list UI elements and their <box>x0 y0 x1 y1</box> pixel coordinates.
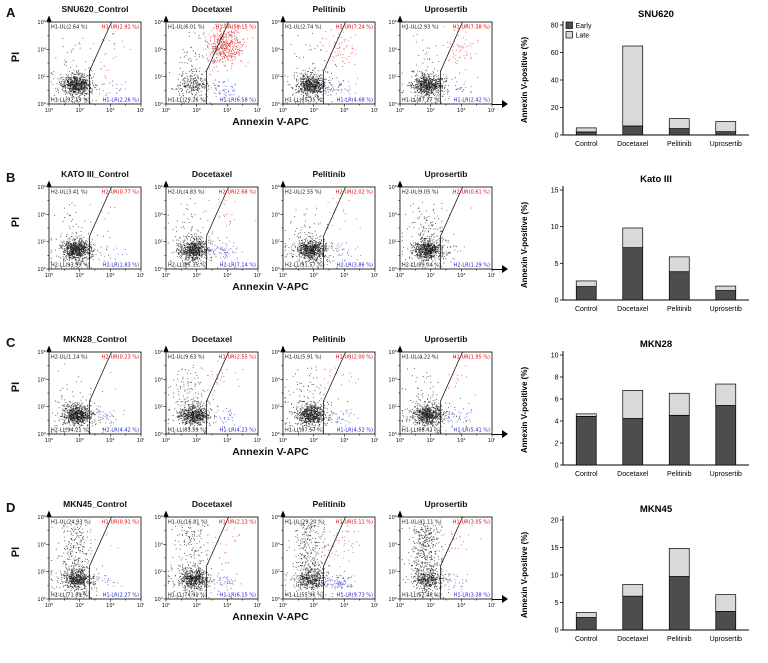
scatter-plot-title: Pelitinib <box>312 4 346 14</box>
panel-letter: D <box>6 500 16 515</box>
scatter-plot-title: MKN28_Control <box>63 334 127 344</box>
flow-scatter-plot: MKN45_Control <box>32 498 144 610</box>
scatter-plot-title: Docetaxel <box>191 4 233 14</box>
x-axis-arrow-head <box>502 265 508 273</box>
scatter-canvas <box>383 180 495 280</box>
panel-letter: C <box>6 335 16 350</box>
flow-scatter-plot: Uprosertib <box>383 333 495 445</box>
scatter-plot-strip: MKN45_Control Docetaxel Pelitinib Uprose… <box>32 498 495 610</box>
scatter-plot-group: MKN28_Control Docetaxel Pelitinib Uprose… <box>32 333 508 458</box>
scatter-plot-strip: MKN28_Control Docetaxel Pelitinib Uprose… <box>32 333 495 445</box>
x-axis-arrow-head <box>502 595 508 603</box>
bar-chart <box>517 500 755 658</box>
figure-panel-row: C PI MKN28_Control Docetaxel Pelitinib U… <box>0 333 768 498</box>
bar-chart-canvas <box>517 5 755 163</box>
y-axis-label-pi: PI <box>10 546 22 558</box>
x-axis-label: Annexin V-APC <box>232 446 309 458</box>
scatter-canvas <box>383 345 495 445</box>
scatter-plot-title: Pelitinib <box>312 169 346 179</box>
scatter-canvas <box>266 180 378 280</box>
bar-chart-canvas <box>517 500 755 658</box>
scatter-plot-title: Uprosertib <box>424 169 468 179</box>
flow-scatter-plot: Uprosertib <box>383 3 495 115</box>
scatter-plot-title: Pelitinib <box>312 499 346 509</box>
x-axis-arrow-head <box>502 430 508 438</box>
y-axis-label-pi: PI <box>10 216 22 228</box>
scatter-canvas <box>32 15 144 115</box>
x-axis-arrow-icon <box>492 265 508 273</box>
figure-panel-row: A PI SNU620_Control Docetaxel Pelitinib … <box>0 3 768 168</box>
x-axis-arrow-icon <box>492 595 508 603</box>
scatter-plot-title: Pelitinib <box>312 334 346 344</box>
scatter-canvas <box>383 510 495 610</box>
scatter-canvas <box>266 15 378 115</box>
scatter-canvas <box>149 345 261 445</box>
flow-scatter-plot: Pelitinib <box>266 333 378 445</box>
panel-letter: A <box>6 5 16 20</box>
scatter-canvas <box>149 15 261 115</box>
bar-chart <box>517 170 755 328</box>
figure-panel-row: B PI KATO III_Control Docetaxel Pelitini… <box>0 168 768 333</box>
flow-scatter-plot: Docetaxel <box>149 3 261 115</box>
x-axis-arrow-line <box>492 268 503 270</box>
x-axis-label: Annexin V-APC <box>232 116 309 128</box>
flow-scatter-plot: Uprosertib <box>383 498 495 610</box>
scatter-canvas <box>149 180 261 280</box>
x-axis-arrow-line <box>492 433 503 435</box>
flow-scatter-plot: SNU620_Control <box>32 3 144 115</box>
x-axis-label: Annexin V-APC <box>232 611 309 623</box>
flow-scatter-plot: Pelitinib <box>266 498 378 610</box>
scatter-plot-strip: SNU620_Control Docetaxel Pelitinib Upros… <box>32 3 495 115</box>
scatter-plot-title: KATO III_Control <box>61 169 129 179</box>
flow-scatter-plot: Docetaxel <box>149 333 261 445</box>
bar-chart-canvas <box>517 335 755 493</box>
x-axis-arrow-icon <box>492 430 508 438</box>
x-axis-arrow-line <box>492 103 503 105</box>
scatter-plot-title: MKN45_Control <box>63 499 127 509</box>
x-axis-label: Annexin V-APC <box>232 281 309 293</box>
scatter-plot-group: SNU620_Control Docetaxel Pelitinib Upros… <box>32 3 508 128</box>
scatter-plot-title: Docetaxel <box>191 499 233 509</box>
bar-chart <box>517 335 755 493</box>
figure-panel-row: D PI MKN45_Control Docetaxel Pelitinib U… <box>0 498 768 663</box>
flow-scatter-plot: KATO III_Control <box>32 168 144 280</box>
flow-scatter-plot: Pelitinib <box>266 3 378 115</box>
scatter-plot-title: SNU620_Control <box>61 4 129 14</box>
flow-scatter-plot: MKN28_Control <box>32 333 144 445</box>
scatter-canvas <box>32 510 144 610</box>
bar-chart-canvas <box>517 170 755 328</box>
x-axis-arrow-line <box>492 598 503 600</box>
scatter-canvas <box>32 180 144 280</box>
panel-letter: B <box>6 170 16 185</box>
scatter-canvas <box>266 345 378 445</box>
x-axis-arrow-head <box>502 100 508 108</box>
y-axis-label-pi: PI <box>10 51 22 63</box>
flow-scatter-plot: Pelitinib <box>266 168 378 280</box>
y-axis-label-pi: PI <box>10 381 22 393</box>
scatter-plot-title: Docetaxel <box>191 169 233 179</box>
flow-scatter-plot: Docetaxel <box>149 498 261 610</box>
scatter-canvas <box>149 510 261 610</box>
scatter-plot-group: KATO III_Control Docetaxel Pelitinib Upr… <box>32 168 508 293</box>
scatter-canvas <box>266 510 378 610</box>
scatter-plot-title: Uprosertib <box>424 334 468 344</box>
scatter-canvas <box>383 15 495 115</box>
scatter-canvas <box>32 345 144 445</box>
flow-scatter-plot: Docetaxel <box>149 168 261 280</box>
bar-chart <box>517 5 755 163</box>
x-axis-arrow-icon <box>492 100 508 108</box>
flow-scatter-plot: Uprosertib <box>383 168 495 280</box>
scatter-plot-group: MKN45_Control Docetaxel Pelitinib Uprose… <box>32 498 508 623</box>
scatter-plot-title: Uprosertib <box>424 4 468 14</box>
scatter-plot-title: Docetaxel <box>191 334 233 344</box>
scatter-plot-title: Uprosertib <box>424 499 468 509</box>
scatter-plot-strip: KATO III_Control Docetaxel Pelitinib Upr… <box>32 168 495 280</box>
